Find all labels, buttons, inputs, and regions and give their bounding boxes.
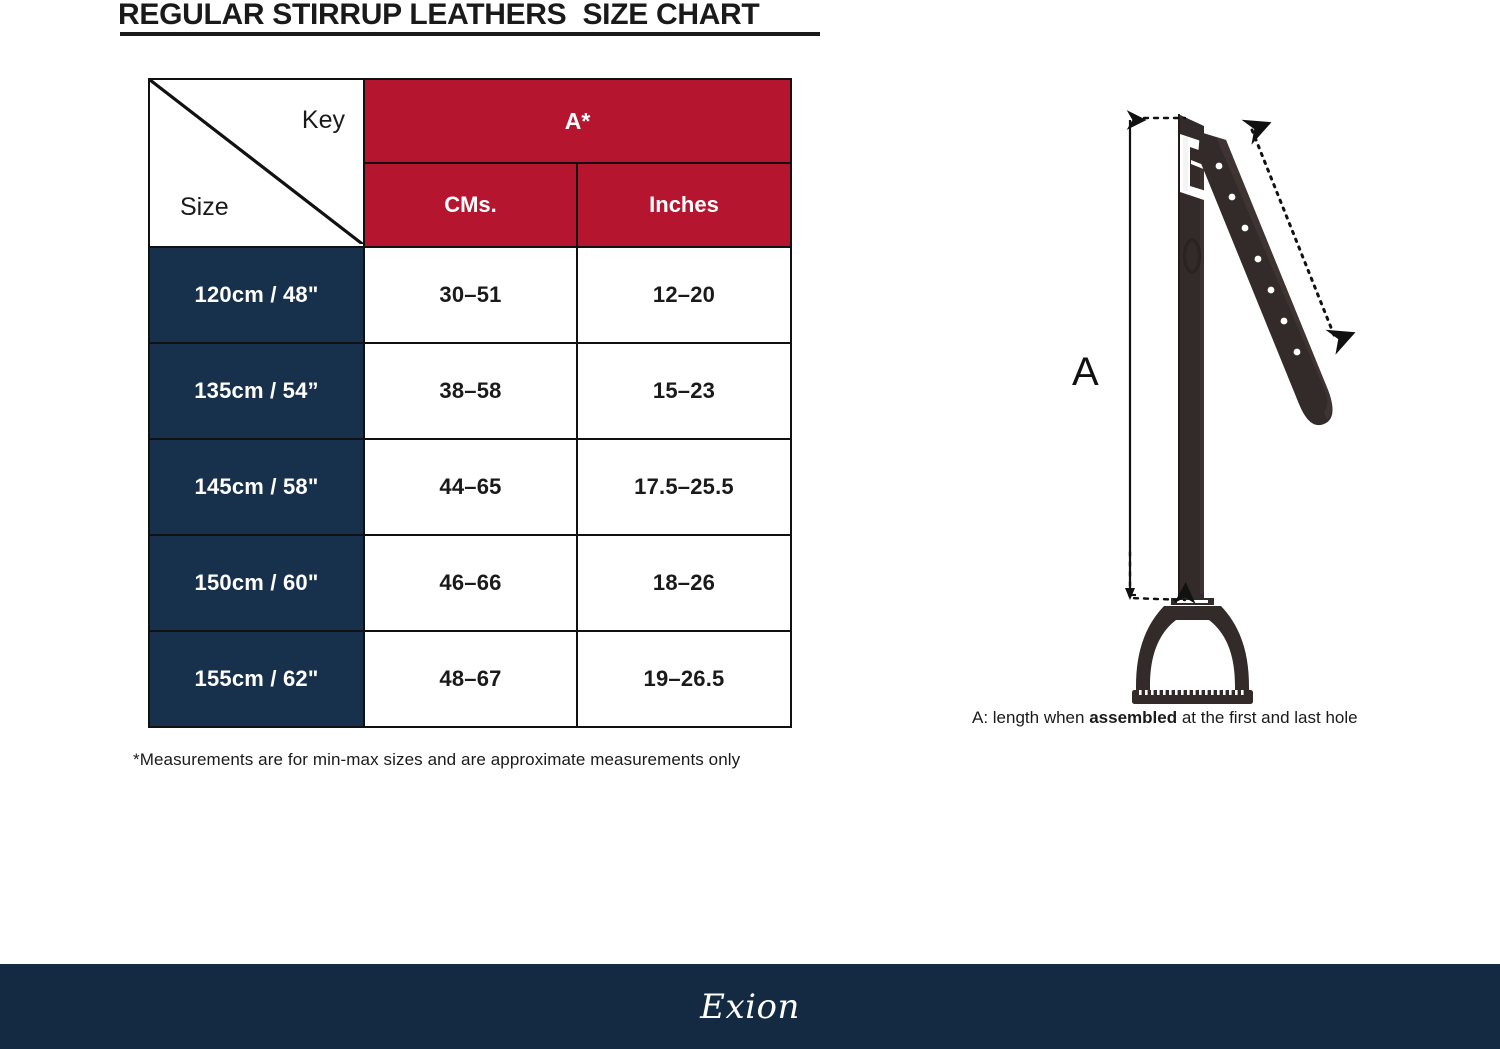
- column-header-cms: CMs.: [363, 162, 578, 248]
- leather-strap-vertical-icon: [1178, 114, 1204, 598]
- dimension-line-a: [1125, 110, 1196, 604]
- cell-inches: 12–20: [576, 246, 792, 344]
- cell-inches: 18–26: [576, 534, 792, 632]
- caption-suffix: at the first and last hole: [1177, 708, 1358, 727]
- cell-size: 150cm / 60": [148, 534, 365, 632]
- stirrup-leather-illustration-icon: [1125, 110, 1356, 704]
- table-row: 120cm / 48" 30–51 12–20: [148, 246, 792, 344]
- table-header-row-group: Key Size A*: [148, 78, 792, 248]
- brand-logo: Exion: [700, 986, 800, 1027]
- key-size-diagonal-header-cell: Key Size: [148, 78, 365, 248]
- footer-bar: [0, 964, 1500, 1049]
- cell-cm: 48–67: [363, 630, 578, 728]
- cell-inches: 17.5–25.5: [576, 438, 792, 536]
- page-title: REGULAR STIRRUP LEATHERS SIZE CHART: [118, 0, 760, 31]
- size-header-label: Size: [180, 193, 229, 221]
- cell-cm: 44–65: [363, 438, 578, 536]
- key-header-label: Key: [301, 106, 345, 134]
- table-row: 145cm / 58" 44–65 17.5–25.5: [148, 438, 792, 536]
- cell-cm: 46–66: [363, 534, 578, 632]
- table-row: 135cm / 54” 38–58 15–23: [148, 342, 792, 440]
- stirrup-iron-icon: [1132, 598, 1253, 704]
- cell-size: 120cm / 48": [148, 246, 365, 344]
- cell-size: 145cm / 58": [148, 438, 365, 536]
- cell-size: 155cm / 62": [148, 630, 365, 728]
- column-header-inches: Inches: [576, 162, 792, 248]
- table-row: 150cm / 60" 46–66 18–26: [148, 534, 792, 632]
- cell-size: 135cm / 54”: [148, 342, 365, 440]
- cell-inches: 15–23: [576, 342, 792, 440]
- size-chart-table-container: Key Size A* CMs. Inches 120cm / 48" 30–5…: [148, 78, 792, 728]
- size-chart-table: Key Size A* CMs. Inches 120cm / 48" 30–5…: [148, 78, 792, 728]
- measurement-group-header-a: A*: [363, 78, 792, 164]
- table-row: 155cm / 62" 48–67 19–26.5: [148, 630, 792, 728]
- title-underline-rule: [120, 32, 820, 36]
- leader-line-bottom-icon: [1128, 550, 1196, 604]
- arrow-head-down-icon: [1125, 588, 1135, 600]
- cell-cm: 38–58: [363, 342, 578, 440]
- diagram-caption: A: length when assembled at the first an…: [972, 708, 1358, 728]
- dimension-arrow-strap-length: [1241, 119, 1356, 355]
- keeper-loop-icon: [1182, 238, 1202, 274]
- caption-prefix: A: length when: [972, 708, 1090, 727]
- cell-cm: 30–51: [363, 246, 578, 344]
- caption-emphasis: assembled: [1089, 708, 1178, 727]
- tread-ridges-icon: [1139, 690, 1244, 695]
- table-header-row-units: CMs. Inches: [149, 162, 792, 248]
- stirrup-leather-diagram: [1040, 90, 1440, 710]
- measurements-footnote: *Measurements are for min-max sizes and …: [133, 750, 741, 769]
- dimension-label-a: A: [1072, 350, 1099, 394]
- cell-inches: 19–26.5: [576, 630, 792, 728]
